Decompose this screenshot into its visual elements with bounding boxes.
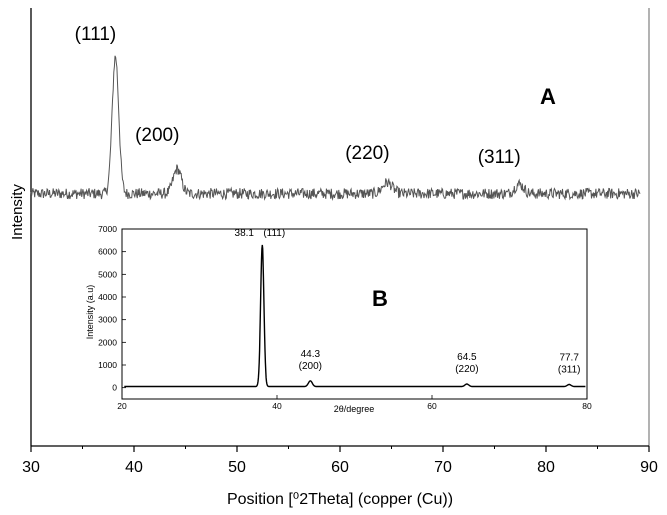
panel-b-y-label: Intensity (a.u) xyxy=(85,285,95,340)
panel-b-peak-labels: 38.1 (111) 44.3(200) 64.5(220) 77.7(311) xyxy=(235,228,581,376)
panel-a-peak-label: (111) xyxy=(75,24,117,45)
panel-a-label: A xyxy=(540,84,556,109)
panel-b-x-tick-label: 60 xyxy=(427,401,437,411)
panel-a-x-tick-label: 40 xyxy=(125,459,143,476)
panel-a-x-tick-label: 60 xyxy=(331,459,349,476)
panel-b-frame xyxy=(121,228,588,400)
panel-b-peak-label: (200) xyxy=(299,361,322,372)
panel-b-x-tick-label: 20 xyxy=(117,401,127,411)
panel-b-peak-label: (220) xyxy=(455,364,478,375)
panel-b-diffraction-trace xyxy=(124,244,586,388)
panel-a-peak-label: (220) xyxy=(345,143,389,164)
panel-b-peak-position: 44.3 xyxy=(301,349,321,360)
panel-a-x-tick-label: 30 xyxy=(22,459,40,476)
panel-b-y-tick-label: 4000 xyxy=(98,292,117,302)
panel-a-peak-label: (311) xyxy=(478,147,521,168)
panel-a-x-tick-label: 90 xyxy=(640,459,658,476)
panel-b-y-tick-label: 0 xyxy=(112,383,117,393)
panel-b-label: B xyxy=(372,286,388,311)
panel-b-axes xyxy=(121,228,588,400)
panel-a-peak-labels: (111) (200) (220) (311) xyxy=(75,24,521,168)
panel-b-y-tick-label: 6000 xyxy=(98,247,117,257)
panel-b-y-ticks: 0 1000 2000 3000 4000 5000 6000 7000 xyxy=(98,224,126,393)
panel-b-peak-position: 77.7 xyxy=(559,352,579,363)
panel-b-y-tick-label: 1000 xyxy=(98,360,117,370)
panel-a-x-tick-label: 80 xyxy=(537,459,555,476)
panel-b-y-tick-label: 3000 xyxy=(98,315,117,325)
panel-a-x-ticks xyxy=(30,446,650,452)
panel-b-peak-label: (311) xyxy=(558,364,581,375)
panel-a-x-label: Position [⁰2Theta] (copper (Cu)) xyxy=(227,491,453,508)
panel-b-peak-label: (111) xyxy=(263,228,285,239)
panel-b-x-ticks: 20 40 60 80 xyxy=(117,395,592,411)
panel-b-peak-position: 38.1 xyxy=(235,228,255,239)
panel-b-y-tick-label: 5000 xyxy=(98,269,117,279)
panel-b-x-tick-label: 40 xyxy=(272,401,282,411)
panel-b-peak-position: 64.5 xyxy=(457,352,477,363)
panel-b-x-label: 2θ/degree xyxy=(334,404,375,414)
panel-a-diffraction-trace xyxy=(30,55,641,201)
panel-b-y-tick-label: 2000 xyxy=(98,337,117,347)
panel-a-x-tick-labels: 30 40 50 60 70 80 90 xyxy=(22,459,658,476)
panel-a-peak-label: (200) xyxy=(135,125,179,146)
panel-b-x-tick-label: 80 xyxy=(582,401,592,411)
panel-a-x-tick-label: 50 xyxy=(228,459,246,476)
panel-a-y-label: Intensity xyxy=(9,184,26,240)
panel-b-y-tick-label: 7000 xyxy=(98,224,117,234)
panel-a-x-tick-label: 70 xyxy=(434,459,452,476)
